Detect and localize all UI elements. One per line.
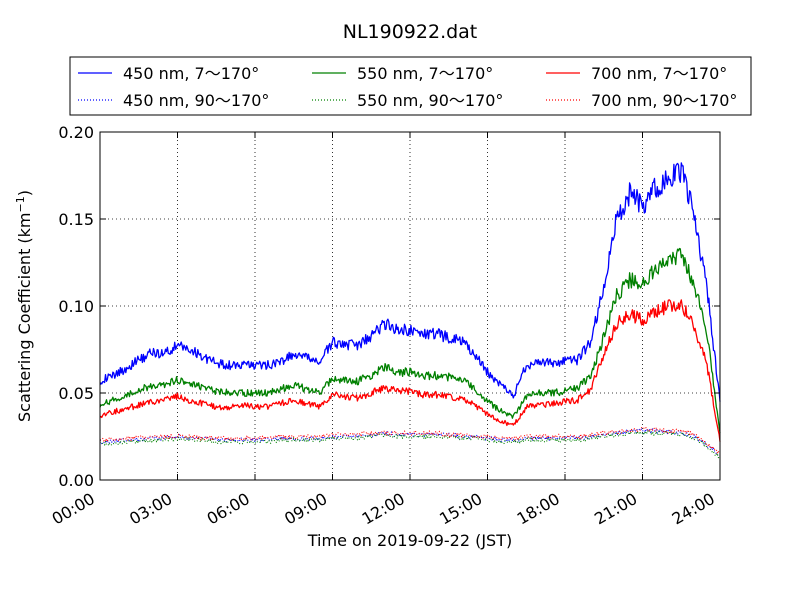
y-tick-label: 0.00 [58, 471, 94, 490]
legend-label: 450 nm, 7～170° [123, 64, 259, 83]
series-2 [99, 247, 721, 434]
legend-label: 700 nm, 90～170° [591, 91, 737, 110]
y-tick-label: 0.05 [58, 384, 94, 403]
series-5 [99, 430, 721, 459]
series-line [99, 430, 721, 459]
legend-item: 450 nm, 7～170° [78, 64, 259, 83]
x-tick-label: 24:00 [669, 489, 718, 529]
chart-title: NL190922.dat [343, 21, 478, 43]
x-tick-label: 00:00 [49, 489, 98, 529]
legend-item: 450 nm, 90～170° [78, 91, 269, 110]
y-axis-label: Scattering Coefficient (km−1) [14, 190, 35, 422]
series-line [99, 426, 721, 455]
legend-item: 550 nm, 7～170° [312, 64, 493, 83]
legend-label: 700 nm, 7～170° [591, 64, 727, 83]
legend-item: 700 nm, 90～170° [546, 91, 737, 110]
legend-label: 550 nm, 90～170° [357, 91, 503, 110]
x-tick-label: 21:00 [591, 489, 640, 529]
x-tick-label: 15:00 [436, 489, 485, 529]
x-tick-label: 09:00 [281, 489, 330, 529]
series-line [99, 247, 721, 434]
x-tick-label: 06:00 [204, 489, 253, 529]
y-axis-label-superscript: −1 [14, 196, 27, 212]
x-tick-label: 12:00 [359, 489, 408, 529]
series-1 [99, 162, 721, 402]
series-line [99, 162, 721, 402]
series-6 [99, 426, 721, 455]
legend-item: 550 nm, 90～170° [312, 91, 503, 110]
y-axis-label-close: ) [15, 190, 34, 196]
legend-label: 550 nm, 7～170° [357, 64, 493, 83]
x-axis-label: Time on 2019-09-22 (JST) [307, 531, 512, 550]
y-tick-label: 0.15 [58, 210, 94, 229]
y-tick-label: 0.10 [58, 297, 94, 316]
legend-label: 450 nm, 90～170° [123, 91, 269, 110]
y-tick-label: 0.20 [58, 123, 94, 142]
y-axis-label-main: Scattering Coefficient (km [15, 212, 34, 422]
series-3 [99, 299, 721, 442]
legend: 450 nm, 7～170° 550 nm, 7～170° 700 nm, 7～17… [78, 64, 737, 110]
x-tick-label: 18:00 [514, 489, 563, 529]
legend-item: 700 nm, 7～170° [546, 64, 727, 83]
series-line [99, 299, 721, 442]
grid [100, 132, 720, 480]
x-tick-label: 03:00 [126, 489, 175, 529]
series-layer [99, 162, 721, 459]
legend-box [69, 56, 752, 116]
